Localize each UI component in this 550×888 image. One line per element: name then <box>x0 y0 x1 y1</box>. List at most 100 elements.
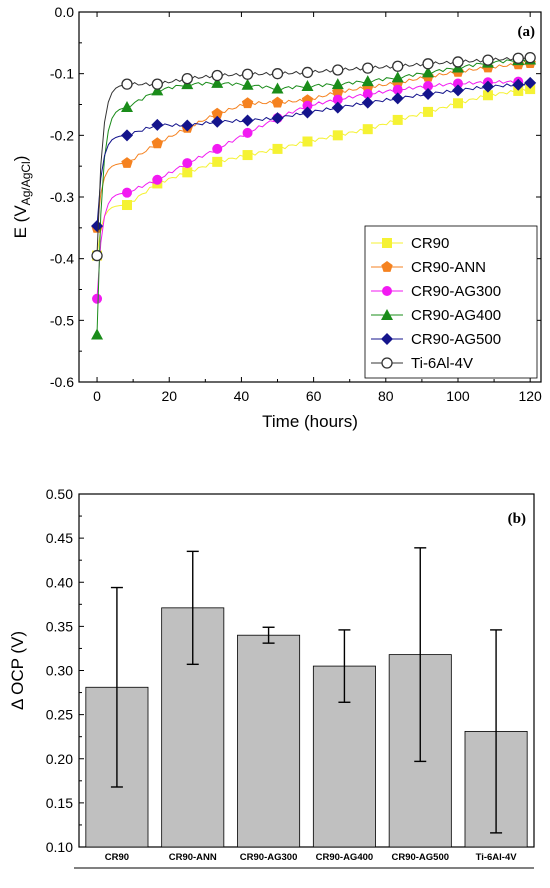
data-point <box>121 100 134 112</box>
data-point <box>524 76 537 89</box>
y-tick-label-a: -0.1 <box>50 66 74 82</box>
y-tick-label-b: 0.10 <box>46 839 73 855</box>
legend-label: CR90 <box>411 235 449 252</box>
data-point <box>452 78 463 89</box>
data-point <box>362 89 373 100</box>
data-point <box>452 56 464 68</box>
data-point <box>482 90 493 101</box>
data-point <box>151 137 163 149</box>
data-point <box>122 200 133 211</box>
x-tick-label-b: CR90-AG300 <box>240 852 298 863</box>
data-point <box>211 69 223 82</box>
data-point <box>92 293 103 304</box>
data-point <box>422 58 434 70</box>
data-point <box>362 124 373 135</box>
bar-group-CR90 <box>85 586 149 848</box>
legend-marker <box>381 357 393 369</box>
data-point <box>451 84 464 97</box>
series-line <box>96 87 531 256</box>
data-point <box>423 81 434 91</box>
data-point <box>242 150 253 161</box>
data-point <box>182 158 193 169</box>
data-point <box>211 115 224 128</box>
data-point <box>481 80 494 93</box>
x-tick-label-a: 0 <box>93 388 101 404</box>
legend-label: CR90-AG500 <box>411 331 501 348</box>
legend-marker <box>381 333 393 345</box>
data-point <box>332 64 344 76</box>
x-tick-label-a: 40 <box>234 388 250 404</box>
data-point <box>122 187 133 198</box>
data-point <box>151 84 164 96</box>
data-point <box>423 106 434 117</box>
data-point <box>241 68 254 80</box>
y-tick-label-b: 0.15 <box>46 795 73 811</box>
y-axis-label-b: Δ OCP (V) <box>8 631 27 710</box>
data-point <box>242 127 253 138</box>
legend-marker <box>381 261 393 272</box>
x-tick-label-a: 100 <box>446 388 470 404</box>
y-tick-label-a: -0.6 <box>50 374 74 390</box>
series-CR90-AG400 <box>91 53 537 340</box>
panel-label-a: (a) <box>518 24 536 40</box>
data-point <box>121 78 133 90</box>
y-tick-label-a: -0.5 <box>50 312 74 328</box>
data-point <box>301 66 314 79</box>
y-tick-label-a: -0.3 <box>50 189 74 205</box>
bar <box>237 634 301 848</box>
data-point <box>241 114 254 127</box>
x-tick-label-a: 60 <box>306 388 322 404</box>
data-point <box>392 60 404 72</box>
data-point <box>362 62 374 74</box>
data-point <box>212 156 223 167</box>
data-point <box>524 51 536 64</box>
series-line <box>96 81 531 227</box>
data-point <box>121 157 133 168</box>
legend-marker <box>381 309 393 320</box>
chart-a-svg: 0.0 -0.1 -0.2 -0.3 -0.4 -0.5 -0.6 0 20 40 60 80 100 1… <box>11 4 542 431</box>
data-point <box>271 96 284 108</box>
data-point <box>271 82 284 94</box>
data-point <box>332 94 343 105</box>
data-point <box>301 80 314 91</box>
data-point <box>422 88 435 101</box>
data-point <box>512 78 525 91</box>
y-tick-label-a: -0.4 <box>50 251 74 267</box>
legend-label: CR90-AG400 <box>411 307 501 324</box>
y-tick-label-b: 0.35 <box>46 618 73 634</box>
legend-label: CR90-ANN <box>411 259 486 276</box>
x-tick-label-b: CR90-ANN <box>169 852 217 863</box>
data-point <box>121 129 134 142</box>
panel-label-b: (b) <box>508 511 526 527</box>
legend-marker <box>382 238 392 248</box>
y-tick-label-b: 0.45 <box>46 530 73 546</box>
y-tick-label-b: 0.30 <box>46 663 73 679</box>
bar-group-CR90-ANN <box>161 550 225 848</box>
x-axis-label-a: Time (hours) <box>262 412 358 431</box>
x-tick-label-b: Ti-6Al-4V <box>476 852 518 863</box>
legend-label: CR90-AG300 <box>411 283 501 300</box>
data-point <box>513 85 524 96</box>
data-point <box>152 174 163 185</box>
data-point <box>241 78 254 90</box>
data-point <box>181 119 194 132</box>
data-point <box>272 143 283 154</box>
data-point <box>271 68 284 80</box>
y-tick-label-a: -0.2 <box>50 127 74 143</box>
y-tick-label-b: 0.40 <box>46 574 73 590</box>
data-point <box>211 76 224 88</box>
legend-label: Ti-6Al-4V <box>411 355 473 372</box>
data-point <box>512 52 524 64</box>
data-point <box>525 84 536 95</box>
chart-b-svg: 0.50 0.45 0.40 0.35 0.30 0.25 0.20 0.15 0.10 Δ OC… <box>8 486 535 869</box>
data-point <box>91 328 104 340</box>
bar-group-CR90-AG400 <box>312 629 376 848</box>
y-axis-label-a: E (VAg/AgCl) <box>11 156 33 239</box>
data-point <box>151 118 164 131</box>
y-tick-label-b: 0.20 <box>46 751 73 767</box>
y-tick-label-a: 0.0 <box>55 4 75 20</box>
data-point <box>271 112 284 125</box>
data-point <box>361 96 374 109</box>
x-tick-label-b: CR90-AG500 <box>391 852 449 863</box>
